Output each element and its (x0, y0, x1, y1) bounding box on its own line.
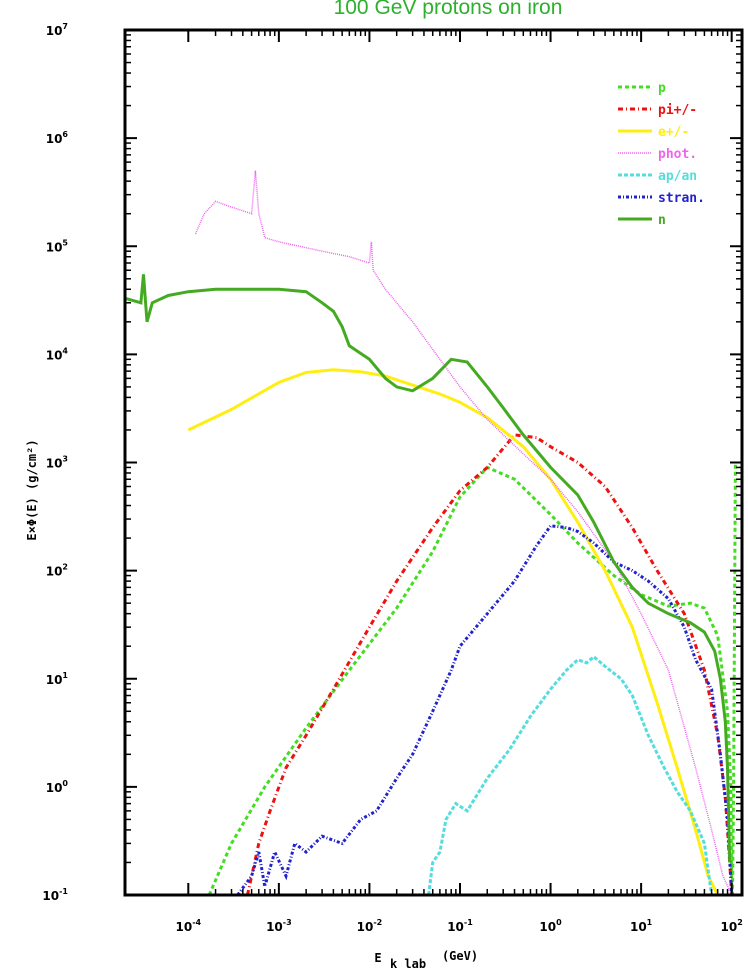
series-line-e- (187, 368, 723, 895)
y-tick-label: 103 (46, 455, 68, 471)
x-tick-label: 10-2 (357, 918, 383, 934)
y-tick-label: 10-1 (42, 887, 68, 903)
series-line-ap-an (427, 654, 714, 895)
x-tick-label: 10-3 (266, 918, 292, 934)
y-axis-label-group: E×Φ(E) (g/cm²) (25, 439, 39, 540)
x-tick-label: 101 (630, 918, 653, 934)
series-layer (125, 170, 737, 895)
series-line-p (207, 462, 737, 895)
y-tick-label: 104 (46, 346, 69, 362)
series-line-n (125, 274, 732, 863)
series-line-pi- (246, 433, 734, 895)
x-tick-label: 102 (721, 918, 743, 934)
x-axis-label-unit: (GeV) (442, 949, 478, 963)
legend-label: p (658, 81, 666, 96)
x-axis-label-sub: k lab (390, 957, 426, 971)
legend-label: n (658, 213, 666, 228)
legend-label: phot. (658, 147, 697, 162)
y-tick-label: 105 (46, 238, 69, 254)
x-tick-label: 10-4 (176, 918, 202, 934)
legend: p pi+/- e+/- phot. ap/an stran. n (618, 81, 705, 228)
x-axis-label: E (374, 951, 381, 965)
legend-label: ap/an (658, 169, 697, 184)
y-tick-label: 102 (46, 563, 68, 579)
series-line-phot- (194, 170, 733, 895)
ticks-layer: 10-4 10-3 10-2 10-1 100 101 102 10-1 100 101 102 10… (42, 22, 742, 934)
y-tick-label: 101 (46, 671, 69, 687)
legend-label: pi+/- (658, 103, 697, 118)
x-axis-label-group: E k lab (GeV) (374, 949, 478, 971)
plot-frame (123, 28, 744, 897)
chart-title: 100 GeV protons on iron (334, 0, 563, 19)
legend-label: stran. (658, 191, 705, 206)
y-tick-label: 107 (46, 22, 68, 38)
x-tick-label: 10-1 (447, 918, 473, 934)
y-axis-label: E×Φ(E) (g/cm²) (25, 439, 39, 540)
y-tick-label: 100 (46, 779, 69, 795)
y-tick-label: 106 (46, 130, 69, 146)
x-tick-label: 100 (539, 918, 562, 934)
series-line-stran- (236, 524, 734, 895)
legend-label: e+/- (658, 125, 689, 140)
